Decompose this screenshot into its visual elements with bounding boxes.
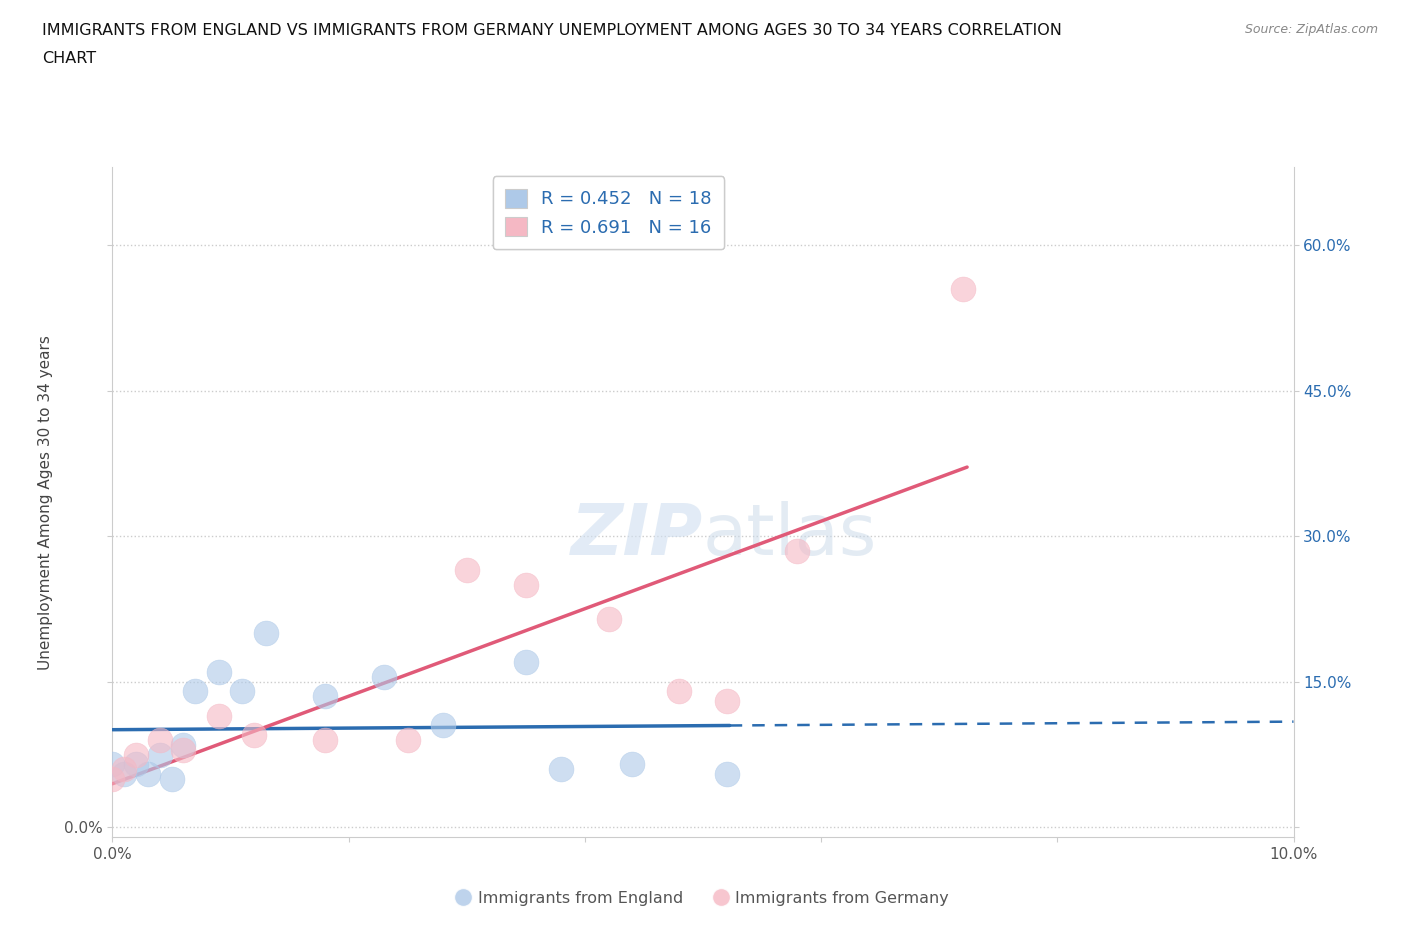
Point (208, 709, 231, 724)
Point (432, 718, 454, 733)
Point (456, 563, 478, 578)
Point (101, 757, 124, 772)
Point (716, 694, 738, 709)
Point (112, 766, 135, 781)
Point (125, 747, 148, 762)
Point (550, 762, 572, 777)
Point (598, 611, 620, 626)
Point (621, 757, 644, 772)
Point (254, 626, 277, 641)
Point (396, 733, 419, 748)
Text: CHART: CHART (42, 51, 96, 66)
Point (208, 665, 231, 680)
Point (373, 670, 395, 684)
Point (125, 757, 148, 772)
Text: Source: ZipAtlas.com: Source: ZipAtlas.com (1244, 23, 1378, 36)
Point (668, 684, 690, 698)
Point (231, 684, 253, 698)
Point (314, 689, 336, 704)
Point (243, 727, 266, 742)
Point (952, 281, 974, 296)
Point (515, 578, 537, 592)
Y-axis label: Unemployment Among Ages 30 to 34 years: Unemployment Among Ages 30 to 34 years (38, 335, 53, 670)
Point (314, 733, 336, 748)
Point (160, 771, 183, 786)
Point (149, 747, 172, 762)
Point (149, 733, 172, 748)
Point (786, 543, 808, 558)
Legend: R = 0.452   N = 18, R = 0.691   N = 16: R = 0.452 N = 18, R = 0.691 N = 16 (492, 177, 724, 249)
Point (112, 762, 135, 777)
Point (101, 771, 124, 786)
Legend: Immigrants from England, Immigrants from Germany: Immigrants from England, Immigrants from… (450, 885, 956, 912)
Point (184, 684, 207, 698)
Point (515, 655, 537, 670)
Text: ZIP: ZIP (571, 501, 703, 570)
Point (172, 737, 194, 752)
Text: IMMIGRANTS FROM ENGLAND VS IMMIGRANTS FROM GERMANY UNEMPLOYMENT AMONG AGES 30 TO: IMMIGRANTS FROM ENGLAND VS IMMIGRANTS FR… (42, 23, 1062, 38)
Text: atlas: atlas (703, 501, 877, 570)
Point (172, 742, 194, 757)
Point (716, 766, 738, 781)
Point (136, 766, 159, 781)
